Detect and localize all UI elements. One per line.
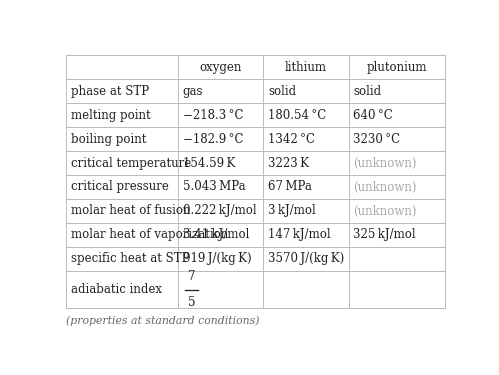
Text: (unknown): (unknown) [353,204,417,218]
Text: 0.222 kJ/mol: 0.222 kJ/mol [183,204,256,218]
Text: critical pressure: critical pressure [71,180,169,194]
Text: gas: gas [183,85,203,98]
Text: 3570 J/(kg K): 3570 J/(kg K) [268,252,344,266]
Text: 3223 K: 3223 K [268,156,309,170]
Text: 3 kJ/mol: 3 kJ/mol [268,204,316,218]
Text: solid: solid [353,85,381,98]
Text: molar heat of vaporization: molar heat of vaporization [71,228,228,242]
Text: (unknown): (unknown) [353,180,417,194]
Text: oxygen: oxygen [200,61,242,74]
Text: 180.54 °C: 180.54 °C [268,108,326,122]
Text: 5: 5 [188,296,195,309]
Text: −218.3 °C: −218.3 °C [183,108,243,122]
Text: 147 kJ/mol: 147 kJ/mol [268,228,330,242]
Text: 919 J/(kg K): 919 J/(kg K) [183,252,251,266]
Text: 325 kJ/mol: 325 kJ/mol [353,228,416,242]
Text: 154.59 K: 154.59 K [183,156,235,170]
Text: melting point: melting point [71,108,151,122]
Text: −182.9 °C: −182.9 °C [183,132,243,146]
Text: 5.043 MPa: 5.043 MPa [183,180,246,194]
Text: solid: solid [268,85,296,98]
Text: molar heat of fusion: molar heat of fusion [71,204,191,218]
Text: 3.41 kJ/mol: 3.41 kJ/mol [183,228,249,242]
Text: specific heat at STP: specific heat at STP [71,252,190,266]
Text: phase at STP: phase at STP [71,85,149,98]
Text: 67 MPa: 67 MPa [268,180,312,194]
Text: (properties at standard conditions): (properties at standard conditions) [66,315,260,326]
Text: 1342 °C: 1342 °C [268,132,315,146]
Text: critical temperature: critical temperature [71,156,191,170]
Text: 640 °C: 640 °C [353,108,393,122]
Text: lithium: lithium [285,61,327,74]
Text: 7: 7 [188,270,195,283]
Text: 3230 °C: 3230 °C [353,132,400,146]
Text: boiling point: boiling point [71,132,146,146]
Text: plutonium: plutonium [367,61,427,74]
Text: (unknown): (unknown) [353,156,417,170]
Text: adiabatic index: adiabatic index [71,283,162,296]
